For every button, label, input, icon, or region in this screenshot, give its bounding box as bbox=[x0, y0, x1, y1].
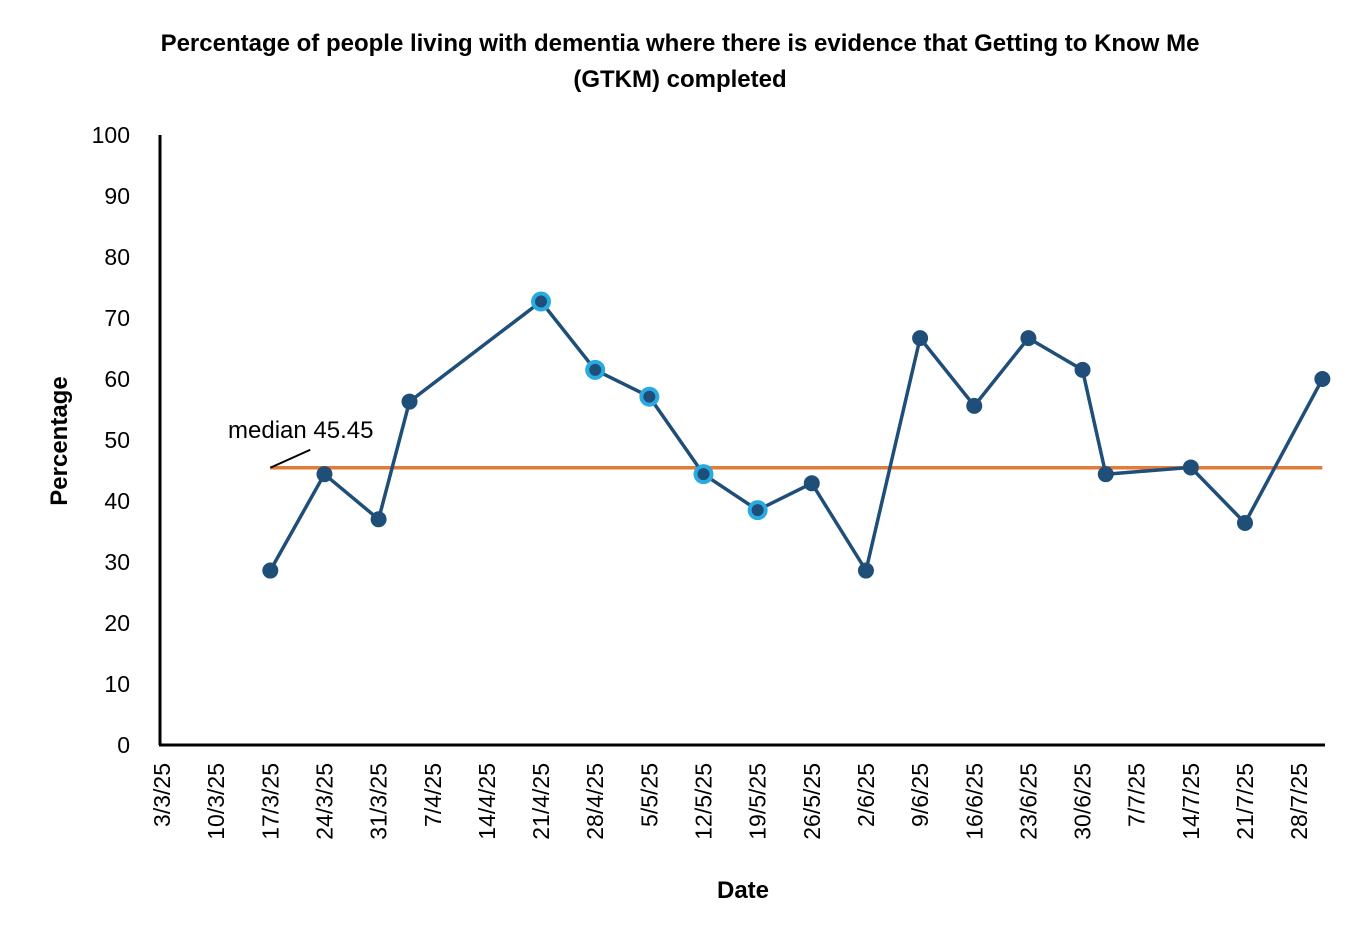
x-tick-label: 24/3/25 bbox=[311, 763, 337, 840]
data-point-highlighted bbox=[535, 295, 548, 308]
x-tick-label: 7/7/25 bbox=[1124, 763, 1150, 827]
data-point bbox=[912, 330, 929, 347]
x-tick-label: 2/6/25 bbox=[853, 763, 879, 827]
y-tick-label: 60 bbox=[104, 366, 130, 392]
data-series bbox=[262, 291, 1331, 579]
x-tick-label: 17/3/25 bbox=[257, 763, 283, 840]
data-point bbox=[1314, 371, 1331, 387]
x-tick-label: 21/4/25 bbox=[528, 763, 554, 840]
y-tick-label: 90 bbox=[104, 183, 130, 209]
x-tick-label: 14/7/25 bbox=[1178, 763, 1204, 840]
median-label: median 45.45 bbox=[228, 417, 373, 444]
x-tick-label: 26/5/25 bbox=[799, 763, 825, 840]
y-tick-label: 20 bbox=[104, 610, 130, 636]
data-point-highlighted bbox=[751, 504, 764, 517]
data-point bbox=[316, 466, 333, 483]
tick-labels: 0 10 20 30 40 50 60 70 80 90 100 3/3/25 10/3/25 17/3/… bbox=[92, 122, 1313, 840]
data-point bbox=[370, 511, 387, 528]
y-axis-title: Percentage bbox=[46, 376, 73, 505]
data-point-highlighted bbox=[697, 468, 710, 481]
data-point bbox=[1020, 330, 1037, 347]
y-tick-label: 30 bbox=[104, 549, 130, 575]
x-tick-label: 28/7/25 bbox=[1286, 763, 1312, 840]
y-tick-label: 70 bbox=[104, 305, 130, 331]
x-tick-label: 14/4/25 bbox=[474, 763, 500, 840]
y-tick-label: 40 bbox=[104, 488, 130, 514]
data-point bbox=[857, 562, 874, 579]
x-tick-label: 12/5/25 bbox=[691, 763, 717, 840]
x-tick-label: 23/6/25 bbox=[1015, 763, 1041, 840]
x-tick-label: 3/3/25 bbox=[149, 763, 175, 827]
y-tick-label: 50 bbox=[104, 427, 130, 453]
data-point bbox=[401, 393, 418, 410]
median-line-group: median 45.45 bbox=[228, 417, 1323, 470]
data-point bbox=[262, 562, 279, 579]
x-tick-label: 31/3/25 bbox=[366, 763, 392, 840]
x-tick-label: 21/7/25 bbox=[1232, 763, 1258, 840]
x-tick-label: 5/5/25 bbox=[636, 763, 662, 827]
data-point bbox=[1182, 459, 1199, 476]
data-point-highlighted bbox=[643, 390, 656, 403]
x-tick-label: 10/3/25 bbox=[203, 763, 229, 840]
data-point bbox=[1097, 466, 1114, 483]
y-tick-label: 80 bbox=[104, 244, 130, 270]
x-axis-title: Date bbox=[717, 877, 769, 904]
y-tick-label: 10 bbox=[104, 671, 130, 697]
chart-title: Percentage of people living with dementi… bbox=[160, 30, 1200, 93]
median-leader-line bbox=[269, 448, 311, 469]
data-point bbox=[966, 397, 983, 414]
x-tick-label: 16/6/25 bbox=[961, 763, 987, 840]
data-point bbox=[803, 475, 820, 492]
axes bbox=[158, 135, 1325, 747]
data-point bbox=[1074, 361, 1091, 378]
y-tick-label: 0 bbox=[117, 732, 130, 758]
x-tick-label: 19/5/25 bbox=[745, 763, 771, 840]
series-line bbox=[268, 299, 1324, 573]
data-point bbox=[1237, 514, 1253, 531]
x-tick-label: 9/6/25 bbox=[907, 763, 933, 827]
x-tick-label: 28/4/25 bbox=[582, 763, 608, 840]
x-tick-label: 7/4/25 bbox=[420, 763, 446, 827]
x-tick-label: 30/6/25 bbox=[1070, 763, 1096, 840]
data-point-highlighted bbox=[589, 363, 602, 376]
y-tick-label: 100 bbox=[92, 122, 130, 148]
